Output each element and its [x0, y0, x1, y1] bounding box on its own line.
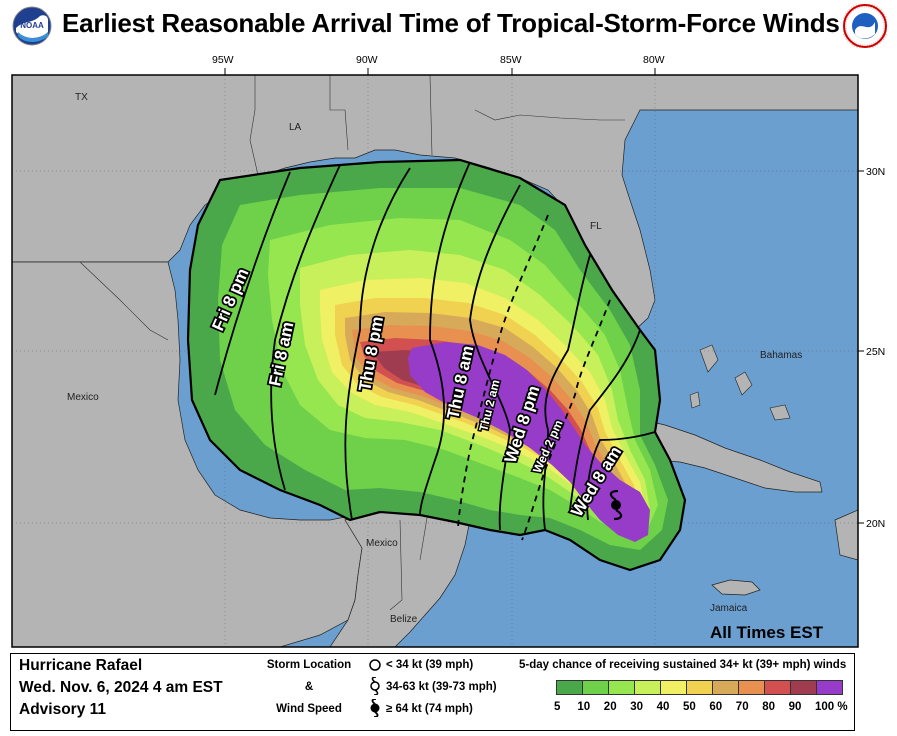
place-la: LA: [289, 122, 302, 133]
colorbar-swatch: [634, 680, 661, 695]
storm-legend-heading-1: Storm Location: [266, 659, 352, 671]
legend-panel: Hurricane Rafael Wed. Nov. 6, 2024 4 am …: [10, 653, 855, 731]
colorbar-label: 50: [683, 701, 696, 713]
storm-name: Hurricane Rafael: [19, 657, 143, 674]
hurricane-symbol: [609, 489, 623, 521]
svg-text:NOAA: NOAA: [20, 21, 44, 30]
place-jamaica: Jamaica: [710, 603, 748, 614]
storm-legend-heading-3: Wind Speed: [276, 703, 342, 715]
colorbar-label: 30: [630, 701, 643, 713]
colorbar-swatch: [790, 680, 817, 695]
lon-label-95w: 95W: [212, 54, 234, 66]
hurricane-icon: [370, 699, 380, 717]
ticks: [224, 68, 864, 524]
noaa-logo: NOAA: [12, 6, 52, 46]
colorbar-label: 100 %: [815, 701, 848, 713]
probability-envelope: [186, 158, 687, 572]
colorbar-swatch: [556, 680, 583, 695]
colorbar-label: 80: [762, 701, 775, 713]
advisory-datetime: Wed. Nov. 6, 2024 4 am EST: [19, 679, 223, 696]
probability-shading: [188, 160, 685, 570]
page-title: Earliest Reasonable Arrival Time of Trop…: [62, 8, 840, 38]
colorbar-swatch: [764, 680, 791, 695]
colorbar-swatch: [608, 680, 635, 695]
colorbar-swatch: [582, 680, 609, 695]
open-circle-icon: [369, 659, 381, 671]
colorbar-title: 5-day chance of receiving sustained 34+ …: [519, 659, 847, 671]
place-belize: Belize: [390, 614, 418, 625]
lon-label-85w: 85W: [500, 54, 522, 66]
colorbar: [556, 680, 843, 695]
legend-label-weak: < 34 kt (39 mph): [386, 659, 474, 671]
colorbar-label: 5: [554, 701, 561, 713]
national-weather-service-logo: [843, 4, 887, 48]
time-zone-note: All Times EST: [710, 623, 824, 642]
lat-label-20n: 20N: [866, 518, 885, 530]
place-fl: FL: [590, 221, 602, 232]
advisory-number: Advisory 11: [19, 701, 107, 718]
lat-label-30n: 30N: [866, 166, 885, 178]
colorbar-swatch: [816, 680, 843, 695]
place-mexico-west: Mexico: [67, 392, 99, 403]
colorbar-swatch: [712, 680, 739, 695]
map-frame: [11, 74, 859, 648]
colorbar-swatch: [738, 680, 765, 695]
colorbar-swatch: [686, 680, 713, 695]
legend-label-tropical-storm: 34-63 kt (39-73 mph): [386, 681, 497, 693]
tropical-storm-icon: [370, 677, 380, 695]
place-tx: TX: [75, 92, 88, 103]
land-jamaica: [711, 579, 761, 596]
colorbar-label: 60: [709, 701, 723, 713]
isochrone-dashed: [457, 214, 611, 541]
land-mexico: [12, 261, 366, 647]
title-bar: NOAA Earliest Reasonable Arrival Time of…: [0, 0, 897, 48]
lat-label-25n: 25N: [866, 346, 885, 358]
lon-label-80w: 80W: [643, 54, 665, 66]
place-mexico-yucatan: Mexico: [366, 538, 398, 549]
place-bahamas: Bahamas: [760, 350, 802, 361]
legend-label-hurricane: ≥ 64 kt (74 mph): [386, 703, 473, 715]
map: 95W 90W 85W 80W 30N 25N 20N TX LA FL Mex…: [11, 54, 885, 648]
colorbar-label: 90: [788, 701, 802, 713]
storm-legend-heading-2: &: [304, 681, 314, 693]
isochrone-lines: [214, 161, 656, 531]
state-borders: [79, 75, 625, 611]
land-bahamas: [689, 344, 791, 421]
lon-label-90w: 90W: [356, 54, 378, 66]
colorbar-label: 70: [735, 701, 749, 713]
colorbar-label: 10: [577, 701, 591, 713]
land-hispaniola: [834, 509, 858, 561]
colorbar-swatch: [660, 680, 687, 695]
colorbar-label: 40: [656, 701, 670, 713]
colorbar-label: 20: [603, 701, 617, 713]
